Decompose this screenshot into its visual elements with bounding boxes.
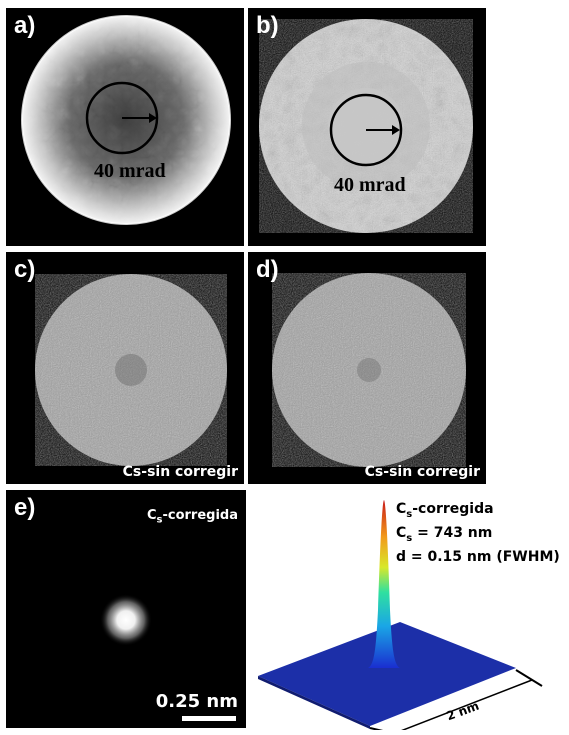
panel-e: e) Cs-corregida 0.25 nm: [6, 490, 246, 728]
panel-c: c) Cs-sin corregir: [6, 252, 244, 484]
panel-b-image: [259, 19, 473, 233]
panel-d: d) Cs-sin corregir: [248, 252, 486, 484]
dimension-line: [397, 679, 533, 733]
plot3d-line2: Cs = 743 nm: [396, 524, 493, 544]
plot3d-line1: Cs-corregida: [396, 501, 494, 520]
panel-e-image: [100, 594, 236, 721]
panel-c-label: c): [14, 256, 36, 283]
panel-b-annotation: 40 mrad: [334, 174, 406, 196]
scale-bar-label: 0.25 nm: [155, 691, 238, 712]
panel-e-caption: Cs-corregida: [146, 508, 238, 526]
plot3d-line3: d = 0.15 nm (FWHM): [396, 548, 560, 565]
plot3d-annotation: Cs-corregida Cs = 743 nm d = 0.15 nm (FW…: [396, 500, 560, 566]
aperture-circle: [329, 93, 403, 167]
probe-spot: [100, 594, 152, 646]
scale-bar: [182, 716, 236, 721]
panel-c-image: [35, 274, 227, 466]
panel-a: a) 40 mrad: [6, 8, 244, 246]
panel-c-caption: Cs-sin corregir: [122, 464, 238, 480]
panel-e-label: e): [14, 494, 36, 521]
surface-plane: [258, 622, 516, 726]
panel-b-label: b): [256, 12, 279, 39]
panel-b: b) 40 mrad: [248, 8, 486, 246]
panel-a-annotation: 40 mrad: [94, 160, 166, 182]
plot3d: Cs-corregida Cs = 743 nm d = 0.15 nm (FW…: [250, 490, 566, 735]
panel-d-label: d): [256, 256, 279, 283]
surface-peak: [368, 500, 400, 668]
panel-d-caption: Cs-sin corregir: [364, 464, 480, 480]
panel-a-label: a): [14, 12, 36, 39]
panel-d-image: [272, 273, 466, 467]
panel-a-image: [21, 15, 231, 225]
